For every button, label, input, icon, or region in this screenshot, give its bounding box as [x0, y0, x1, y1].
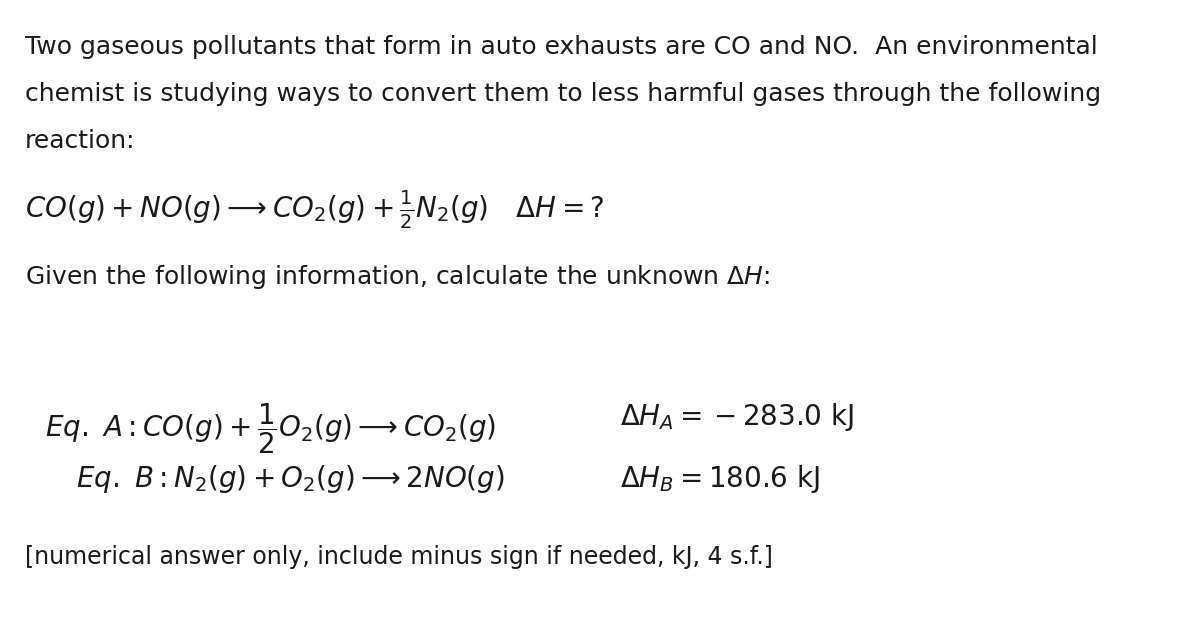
Text: $Eq. \ A : CO(g) + \dfrac{1}{2}O_2(g) \longrightarrow CO_2(g)$: $Eq. \ A : CO(g) + \dfrac{1}{2}O_2(g) \l…	[46, 401, 497, 456]
Text: $CO(g) + NO(g) \longrightarrow CO_2(g) + \frac{1}{2}N_2(g) \quad \Delta H =?$: $CO(g) + NO(g) \longrightarrow CO_2(g) +…	[25, 189, 604, 230]
Text: Given the following information, calculate the unknown $\Delta H$:: Given the following information, calcula…	[25, 263, 770, 291]
Text: $\Delta H_A = -283.0 \ \mathrm{kJ}$: $\Delta H_A = -283.0 \ \mathrm{kJ}$	[620, 401, 854, 433]
Text: chemist is studying ways to convert them to less harmful gases through the follo: chemist is studying ways to convert them…	[25, 82, 1100, 106]
Text: reaction:: reaction:	[25, 129, 136, 153]
Text: $Eq. \ B : N_2(g) + O_2(g) \longrightarrow 2NO(g)$: $Eq. \ B : N_2(g) + O_2(g) \longrightarr…	[76, 463, 505, 495]
Text: $\Delta H_B = 180.6 \ \mathrm{kJ}$: $\Delta H_B = 180.6 \ \mathrm{kJ}$	[620, 463, 821, 495]
Text: [numerical answer only, include minus sign if needed, kJ, 4 s.f.]: [numerical answer only, include minus si…	[25, 544, 773, 568]
Text: Two gaseous pollutants that form in auto exhausts are CO and NO.  An environment: Two gaseous pollutants that form in auto…	[25, 35, 1098, 60]
